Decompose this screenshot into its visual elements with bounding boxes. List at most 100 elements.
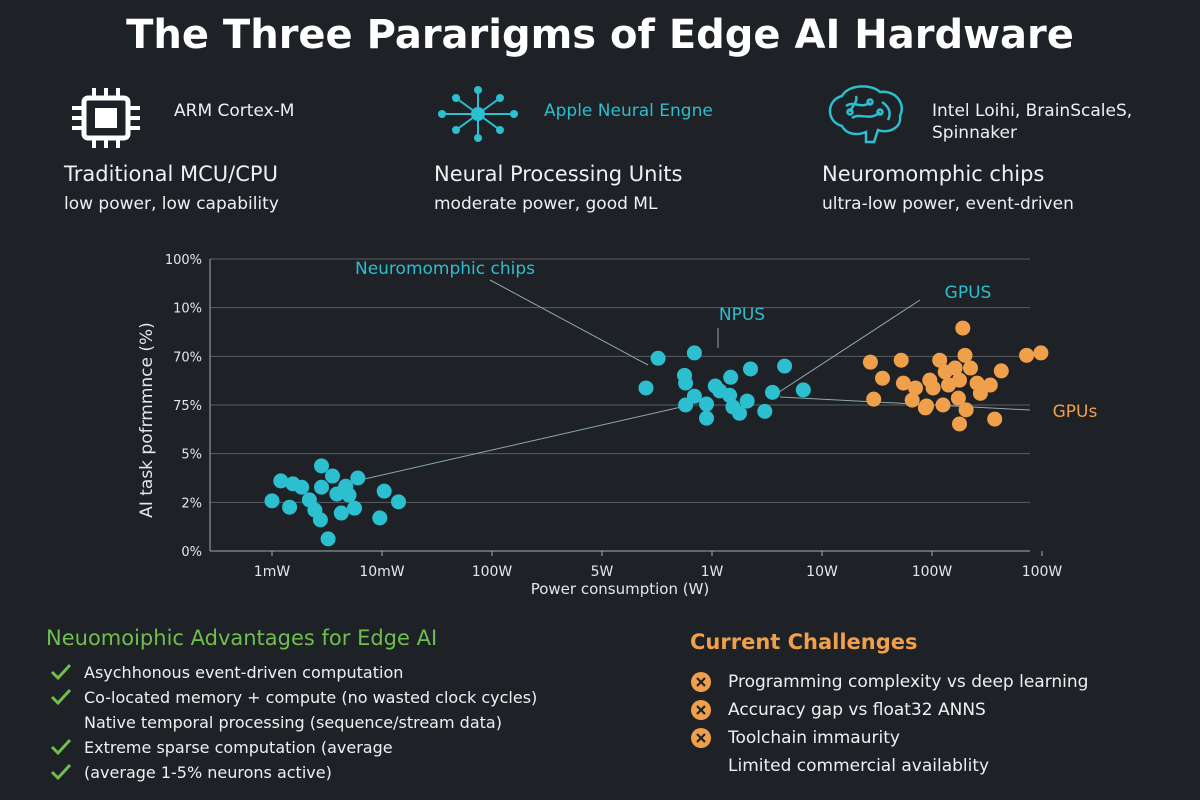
x-icon xyxy=(691,672,711,692)
point xyxy=(895,375,911,391)
point xyxy=(678,397,694,413)
list-item: Toolchain immaurity xyxy=(690,724,1088,752)
point xyxy=(699,410,714,426)
point xyxy=(957,347,973,363)
point xyxy=(993,363,1009,379)
check-icon xyxy=(50,688,72,706)
point xyxy=(314,458,329,474)
x-tick-label: 100W xyxy=(472,564,513,580)
point xyxy=(725,399,741,415)
point xyxy=(963,360,978,376)
point xyxy=(919,398,934,414)
item-text: (average 1-5% neurons active) xyxy=(84,763,332,782)
item-text: Toolchain immaurity xyxy=(728,728,900,748)
item-text: Programming complexity vs deep learning xyxy=(728,672,1089,692)
y-tick-label: 70% xyxy=(173,350,202,365)
point xyxy=(757,403,773,419)
point xyxy=(264,493,280,509)
advantages: Neuomoiphic Advantages for Edge AI Asych… xyxy=(46,626,537,785)
point xyxy=(987,411,1003,427)
list-item: Programming complexity vs deep learning xyxy=(690,668,1088,696)
point xyxy=(372,510,388,526)
check-icon xyxy=(50,663,72,681)
list-item: Asychhonous event-driven computation xyxy=(46,660,537,685)
point xyxy=(320,531,336,547)
paradigm-heading: Traditional MCU/CPU xyxy=(64,162,278,186)
point xyxy=(347,500,362,516)
x-tick-label: 1mW xyxy=(254,564,291,580)
x-icon xyxy=(691,728,711,748)
y-tick-label: 100% xyxy=(165,253,202,268)
x-tick-label: 10W xyxy=(806,564,838,580)
item-text: Native temporal processing (sequence/str… xyxy=(84,713,502,732)
example: Apple Neural Engne xyxy=(544,101,713,121)
annotation: GPUs xyxy=(1053,402,1098,422)
example: Intel Loihi, BrainScaleS, Spinnaker xyxy=(932,101,1133,143)
point xyxy=(312,512,328,528)
point xyxy=(935,397,951,413)
point xyxy=(282,499,298,515)
point xyxy=(273,473,289,489)
x-tick-label: 100W xyxy=(912,564,953,580)
point xyxy=(677,367,692,383)
challenges: Current Challenges Programming complexit… xyxy=(690,630,1088,780)
point xyxy=(285,476,301,492)
leader-line xyxy=(769,299,921,399)
point xyxy=(955,320,971,336)
point xyxy=(638,380,654,396)
list: Programming complexity vs deep learning A… xyxy=(690,668,1088,780)
point xyxy=(958,402,974,418)
point xyxy=(952,416,967,432)
point xyxy=(678,375,694,391)
point xyxy=(941,377,956,393)
y-tick-label: 2% xyxy=(181,496,202,511)
section-title: Current Challenges xyxy=(690,630,918,654)
item-text: Asychhonous event-driven computation xyxy=(84,663,404,682)
list-item: Accuracy gap vs float32 ANNS xyxy=(690,696,1088,724)
check-icon xyxy=(50,763,72,781)
point xyxy=(982,377,998,393)
x-tick-label: 10mW xyxy=(359,564,404,580)
point xyxy=(341,487,357,503)
point xyxy=(908,380,923,396)
point xyxy=(952,372,967,388)
item-text: Extreme sparse computation (average xyxy=(84,738,393,757)
point xyxy=(795,382,811,398)
point xyxy=(950,390,966,406)
list-item: Limited commercial availablity xyxy=(690,752,1088,780)
point xyxy=(723,369,739,385)
point xyxy=(391,494,406,510)
point xyxy=(294,479,310,495)
leader-line xyxy=(359,404,691,481)
point xyxy=(338,478,354,494)
point xyxy=(765,384,780,400)
leader-line xyxy=(489,279,649,366)
y-axis-label: AI task pofrmmnce (%) xyxy=(137,322,157,518)
point xyxy=(917,400,933,416)
annotation: GPUS xyxy=(945,283,992,303)
point xyxy=(732,405,747,421)
item-text: Co-located memory + compute (no wasted c… xyxy=(84,688,538,707)
point xyxy=(314,479,329,495)
chip-icon xyxy=(72,88,140,148)
x-tick-label: 5W xyxy=(591,564,614,580)
point xyxy=(712,383,728,399)
y-tick-label: 5% xyxy=(181,448,202,463)
paradigm-subtitle: ultra-low power, event-driven xyxy=(822,194,1074,214)
point xyxy=(739,393,755,409)
point xyxy=(350,470,366,486)
point xyxy=(866,391,882,407)
list-item: (average 1-5% neurons active) xyxy=(46,760,537,785)
paradigm-subtitle: moderate power, good ML xyxy=(434,194,658,214)
list-item: Extreme sparse computation (average xyxy=(46,735,537,760)
point xyxy=(969,375,985,391)
point xyxy=(376,483,392,499)
list-item: Co-located memory + compute (no wasted c… xyxy=(46,685,537,710)
point xyxy=(722,387,738,403)
point xyxy=(650,350,666,366)
point xyxy=(922,372,938,388)
point xyxy=(743,361,758,377)
point xyxy=(1019,347,1035,363)
point xyxy=(686,345,702,361)
paradigm-heading: Neuromomphic chips xyxy=(822,162,1045,186)
